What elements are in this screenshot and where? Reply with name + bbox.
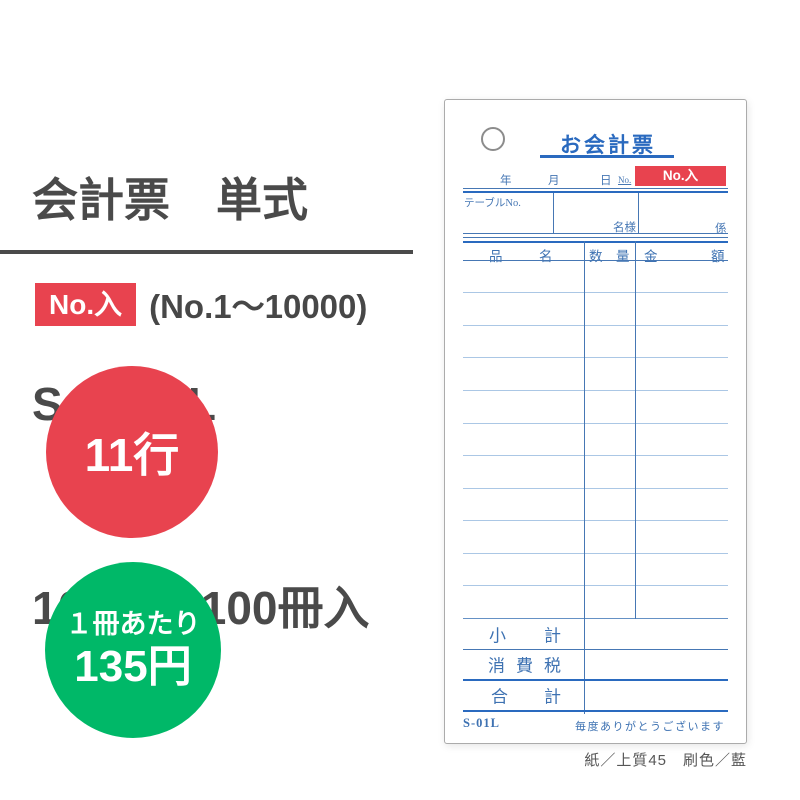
guests-label: 名様 [613, 222, 636, 234]
tax-char3: 税 [544, 656, 561, 676]
date-row-rule-thick [463, 190, 728, 194]
header-rule-thin [463, 237, 728, 239]
table-row [463, 391, 728, 424]
total-char1: 合 [491, 687, 508, 707]
subtotal-char2: 計 [544, 626, 561, 646]
table-row [463, 261, 728, 294]
table-row [463, 326, 728, 359]
tax-char2: 費 [516, 656, 533, 676]
product-name: 会計票 単式 [32, 174, 308, 226]
price-per-book-label: １冊あたり [65, 609, 201, 639]
table-row [463, 554, 728, 587]
slip-detail-rows [463, 261, 728, 619]
price-value: 135円 [74, 642, 192, 691]
year-label: 年 [500, 175, 512, 187]
tableno-divider-2 [638, 193, 640, 233]
tableno-divider-1 [553, 193, 555, 233]
table-row [463, 586, 728, 619]
paper-spec-caption: 紙／上質45 刷色／藍 [584, 752, 747, 769]
date-row-rule-thin [463, 188, 728, 190]
total-row: 合 計 [463, 681, 728, 712]
subtotal-row: 小 計 [463, 619, 728, 650]
column-divider-1 [584, 240, 586, 714]
staff-label: 係 [715, 223, 727, 235]
sample-slip-image: お会計票 年 月 日 No. No.入 テーブルNo. 名様 係 品 名 数 量… [444, 99, 747, 744]
tax-row: 消 費 税 [463, 650, 728, 681]
table-row [463, 521, 728, 554]
tableno-bottom-rule [463, 233, 728, 235]
price-badge: １冊あたり 135円 [45, 562, 221, 738]
table-row [463, 456, 728, 489]
numbering-info-row: No.入 (No.1～10000) [35, 282, 367, 326]
month-label: 月 [548, 175, 560, 187]
total-char2: 計 [544, 687, 561, 707]
number-badge: No.入 [35, 282, 137, 326]
slip-title: お会計票 [560, 134, 656, 157]
column-divider-2 [635, 240, 637, 619]
header-bottom-rule [463, 259, 728, 261]
slip-number-badge: No.入 [635, 166, 726, 186]
table-row [463, 358, 728, 391]
no-label: No. [618, 175, 632, 185]
slip-product-code: S-01L [463, 716, 500, 730]
table-row [463, 293, 728, 326]
rows-count-label: 11行 [84, 429, 180, 481]
table-row [463, 424, 728, 457]
punch-hole-icon [481, 127, 505, 151]
slip-thanks-note: 毎度ありがとうございます [575, 721, 725, 733]
slip-title-underline [540, 155, 674, 158]
table-row [463, 489, 728, 522]
table-no-label: テーブルNo. [464, 198, 521, 209]
tax-char1: 消 [488, 656, 505, 676]
subtotal-char1: 小 [489, 626, 506, 646]
number-range-text: (No.1～10000) [149, 288, 368, 325]
rows-count-badge: 11行 [46, 366, 218, 538]
section-divider [0, 250, 413, 254]
day-label: 日 [600, 175, 612, 187]
header-rule-thick [463, 240, 728, 244]
